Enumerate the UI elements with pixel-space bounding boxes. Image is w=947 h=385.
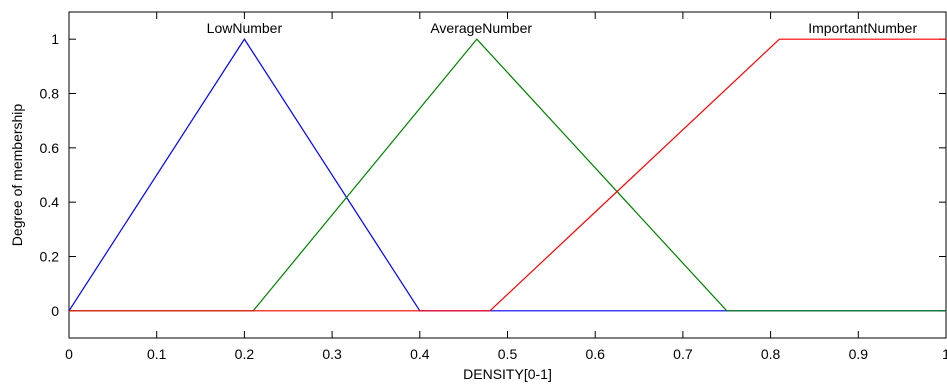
x-tick-label: 0 bbox=[65, 346, 73, 362]
y-axis-label: Degree of membership bbox=[9, 104, 25, 247]
series-label-lownumber: LowNumber bbox=[207, 20, 283, 36]
plot-area bbox=[68, 11, 947, 339]
x-tick-label: 0.8 bbox=[761, 346, 781, 362]
series-lines bbox=[68, 38, 946, 312]
x-tick-label: 0.3 bbox=[322, 346, 342, 362]
y-tick-label: 0.2 bbox=[40, 249, 60, 265]
x-tick-label: 0.6 bbox=[585, 346, 605, 362]
x-tick-label: 0.4 bbox=[410, 346, 430, 362]
x-tick-label: 0.7 bbox=[673, 346, 693, 362]
y-tick-label: 0.8 bbox=[40, 86, 60, 102]
y-tick-label: 1 bbox=[51, 31, 59, 47]
series-name-labels: LowNumber AverageNumber ImportantNumber bbox=[207, 20, 918, 36]
y-tick-label: 0.6 bbox=[40, 140, 60, 156]
x-tick-label: 0.9 bbox=[849, 346, 869, 362]
x-tick-label: 0.2 bbox=[235, 346, 255, 362]
series-line-importantnumber bbox=[69, 38, 946, 312]
series-label-averagenumber: AverageNumber bbox=[430, 20, 532, 36]
x-tick-label: 0.5 bbox=[498, 346, 518, 362]
tick-labels: 0 0.1 0.2 0.3 0.4 0.5 0.6 0.7 0.8 0.9 1 0 0.2 0.4 0.6 0… bbox=[40, 31, 947, 362]
x-tick-label: 0.1 bbox=[147, 346, 167, 362]
series-label-importantnumber: ImportantNumber bbox=[808, 20, 917, 36]
series-line-lownumber bbox=[68, 38, 946, 312]
y-tick-label: 0 bbox=[51, 303, 59, 319]
x-axis-label: DENSITY[0-1] bbox=[463, 366, 552, 382]
x-tick-label: 1 bbox=[942, 346, 947, 362]
y-tick-label: 0.4 bbox=[40, 194, 60, 210]
